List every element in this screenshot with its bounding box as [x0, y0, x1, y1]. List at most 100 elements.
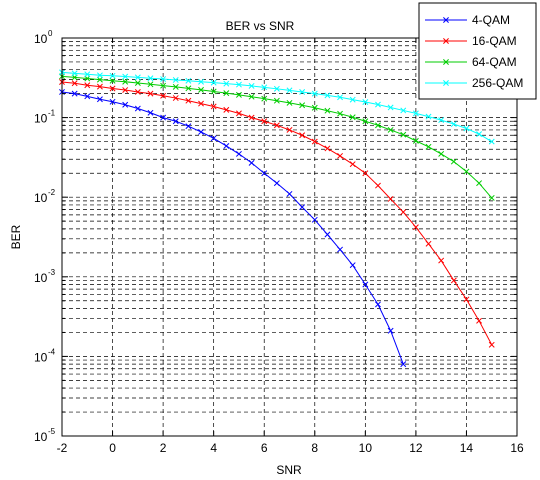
data-point-marker — [400, 107, 407, 114]
data-point-marker — [324, 145, 331, 152]
data-point-marker — [463, 168, 470, 175]
data-point-marker — [160, 114, 167, 121]
data-point-marker — [223, 90, 230, 97]
chart-title: BER vs SNR — [226, 19, 295, 33]
data-point-marker — [400, 209, 407, 216]
y-tick-exponent: -2 — [48, 188, 56, 197]
legend-item: 64-QAM — [425, 55, 517, 69]
data-point-marker — [425, 143, 432, 150]
data-point-marker — [311, 90, 318, 97]
data-point-marker — [223, 106, 230, 113]
data-point-marker — [299, 102, 306, 109]
series-256-qam — [59, 69, 495, 145]
data-point-marker — [261, 84, 268, 91]
y-tick-base: 10 — [34, 191, 48, 205]
data-point-marker — [185, 123, 192, 130]
data-point-marker — [147, 81, 154, 88]
data-point-marker — [96, 72, 103, 79]
x-tick-label: 6 — [261, 441, 268, 455]
y-tick-exponent: -5 — [48, 427, 56, 436]
legend-marker — [443, 38, 449, 44]
data-point-marker — [311, 216, 318, 223]
data-point-marker — [122, 101, 129, 108]
data-point-marker — [223, 80, 230, 87]
data-point-marker — [311, 104, 318, 111]
y-tick-exponent: -4 — [48, 347, 56, 356]
data-point-marker — [412, 137, 419, 144]
data-point-marker — [438, 150, 445, 157]
data-point-marker — [299, 88, 306, 95]
data-point-marker — [235, 91, 242, 98]
plot-background — [62, 38, 517, 436]
data-point-marker — [488, 138, 495, 145]
data-point-marker — [210, 88, 217, 95]
data-point-marker — [412, 110, 419, 117]
data-point-marker — [96, 76, 103, 83]
data-point-marker — [172, 83, 179, 90]
legend-item: 256-QAM — [425, 76, 523, 90]
series-64-qam — [59, 73, 495, 201]
data-point-marker — [286, 87, 293, 94]
data-point-marker — [299, 204, 306, 211]
data-point-marker — [147, 75, 154, 82]
legend-marker — [443, 17, 449, 23]
y-tick-label: 10 0 — [34, 29, 53, 46]
data-point-marker — [387, 327, 394, 334]
legend-label: 4-QAM — [472, 13, 510, 27]
legend: 4-QAM 16-QAM 64-QAM 256-QAM — [418, 2, 537, 100]
data-point-marker — [476, 131, 483, 138]
data-point-marker — [438, 257, 445, 264]
data-point-marker — [400, 131, 407, 138]
x-axis-ticks: -2 0 2 4 6 8 10 12 14 16 — [57, 38, 524, 455]
data-point-marker — [235, 81, 242, 88]
y-tick-label: 10 -5 — [34, 427, 56, 444]
y-tick-label: 10 -3 — [34, 268, 56, 285]
data-point-marker — [261, 170, 268, 177]
data-point-marker — [261, 95, 268, 102]
data-point-marker — [286, 99, 293, 106]
data-point-marker — [84, 82, 91, 89]
data-point-marker — [210, 135, 217, 142]
data-point-marker — [134, 88, 141, 95]
data-point-marker — [273, 85, 280, 92]
data-point-marker — [273, 180, 280, 187]
data-point-marker — [324, 92, 331, 99]
x-tick-label: 12 — [409, 441, 423, 455]
data-point-marker — [223, 143, 230, 149]
data-point-marker — [172, 95, 179, 102]
y-tick-exponent: -1 — [48, 109, 56, 118]
series-4-qam — [59, 88, 407, 368]
data-point-marker — [198, 78, 204, 85]
data-point-marker — [273, 122, 280, 129]
data-point-marker — [147, 90, 154, 97]
data-point-marker — [488, 341, 495, 348]
data-point-marker — [362, 99, 369, 105]
data-point-marker — [122, 78, 129, 85]
data-point-marker — [337, 110, 344, 117]
data-point-marker — [375, 101, 381, 108]
data-point-marker — [362, 170, 369, 177]
data-point-marker — [463, 125, 470, 132]
data-point-marker — [387, 104, 394, 111]
data-point-marker — [109, 77, 116, 84]
data-point-marker — [311, 138, 318, 145]
y-tick-exponent: 0 — [48, 29, 53, 38]
data-point-marker — [134, 105, 141, 112]
legend-item: 16-QAM — [425, 34, 517, 48]
data-point-marker — [71, 80, 78, 87]
data-point-marker — [235, 150, 242, 157]
data-point-marker — [134, 80, 141, 86]
data-point-marker — [488, 194, 495, 201]
data-point-marker — [400, 361, 407, 368]
data-point-marker — [387, 126, 394, 133]
data-point-marker — [109, 98, 116, 105]
data-point-marker — [235, 110, 242, 117]
data-point-marker — [425, 113, 432, 120]
y-tick-exponent: -3 — [48, 268, 56, 277]
data-point-marker — [273, 97, 280, 104]
data-point-marker — [476, 317, 483, 324]
data-point-marker — [172, 77, 179, 83]
data-point-marker — [337, 94, 344, 101]
data-point-marker — [71, 70, 78, 77]
